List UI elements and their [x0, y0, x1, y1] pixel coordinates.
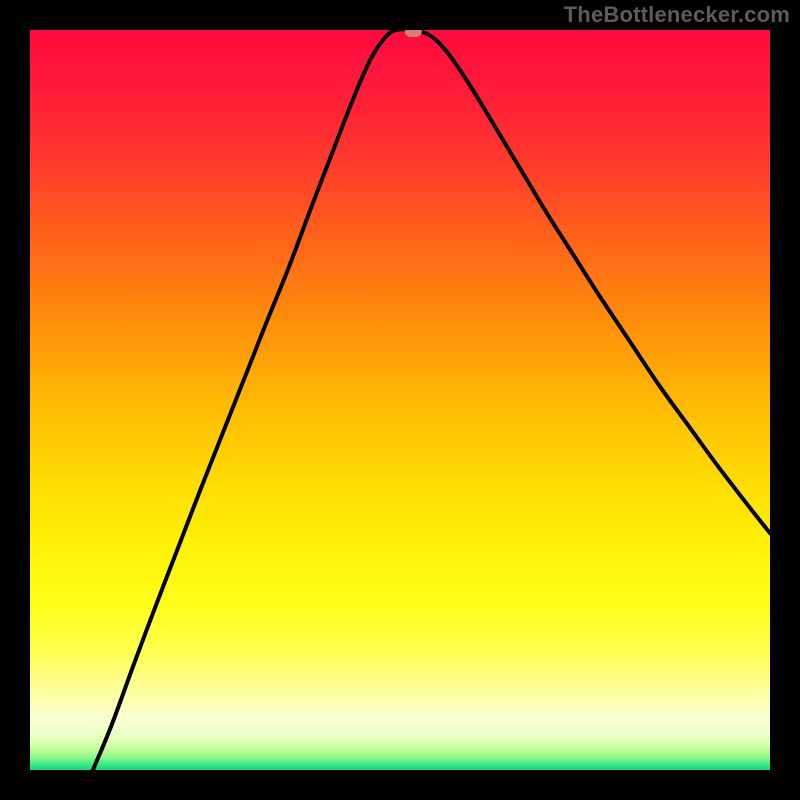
optimum-marker — [405, 30, 422, 37]
plot-area — [30, 30, 770, 770]
curve-layer — [30, 30, 770, 770]
bottleneck-curve — [93, 30, 770, 770]
chart-frame: TheBottlenecker.com — [0, 0, 800, 800]
watermark-text: TheBottlenecker.com — [564, 2, 790, 28]
